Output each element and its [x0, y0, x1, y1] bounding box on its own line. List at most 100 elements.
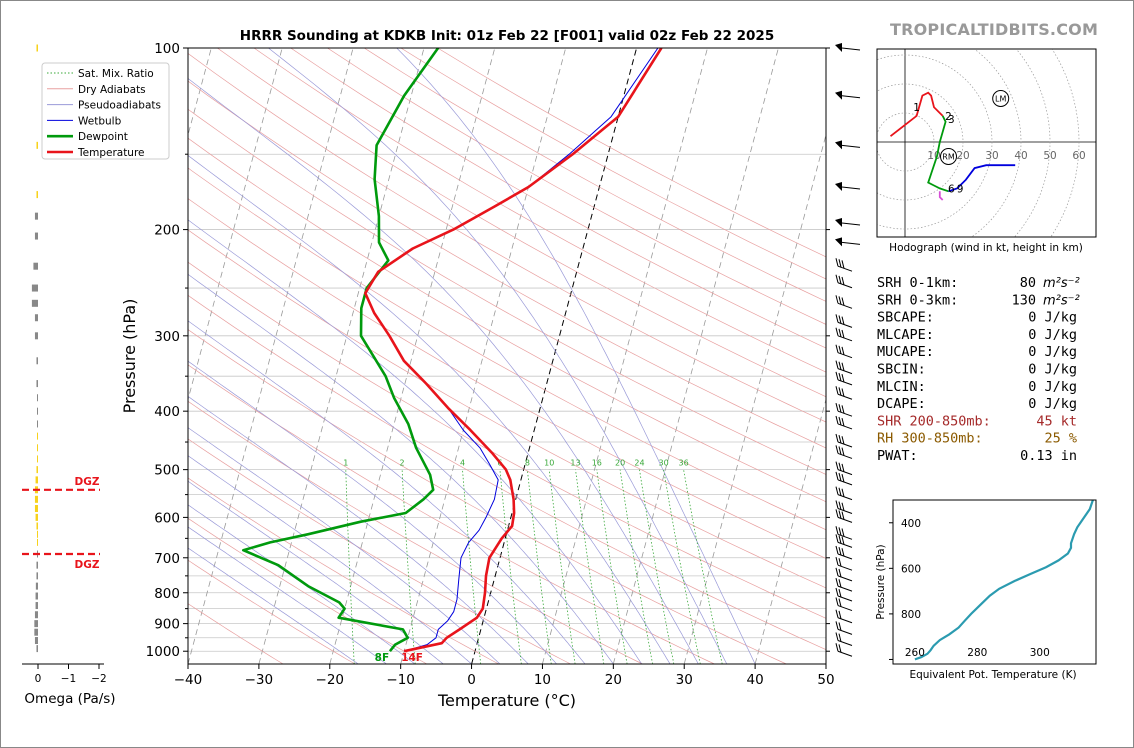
hodograph-height-label: 2 [945, 111, 952, 123]
hodograph-trace: 1 23 6 9 LM RM [889, 90, 1016, 201]
isotherm-line [188, 48, 354, 664]
x-tick-label: 0 [467, 672, 476, 688]
barb-feather [835, 597, 839, 606]
barb-feather [838, 446, 842, 455]
legend-entry: Wetbulb [78, 115, 122, 127]
hodograph-ring [1014, 49, 1051, 237]
theta-e-y-label: Pressure (hPa) [875, 544, 887, 619]
omega-axis: 0 −1 −2 DGZ DGZ [22, 476, 107, 685]
hodograph-ring-label: 20 [956, 150, 969, 162]
y-tick-label: 500 [154, 463, 180, 479]
omega-bar [34, 212, 38, 220]
wind-barb [835, 534, 853, 548]
barb-staff [841, 186, 861, 190]
barb-feather [841, 373, 845, 383]
wind-barb [835, 587, 853, 602]
hodograph-ring [877, 112, 935, 172]
dry-adiabat-line [188, 364, 715, 664]
barb-feather [838, 579, 842, 588]
theta-e-y-tick-label: 600 [901, 563, 921, 575]
barb-feather [838, 296, 842, 305]
barb-feather [838, 435, 842, 444]
barb-feather [835, 578, 839, 587]
barb-feather [835, 567, 839, 576]
index-label: SRH 0-3km: [877, 292, 958, 308]
legend-box [41, 62, 170, 160]
barb-feather [838, 501, 842, 510]
omega-bar [31, 299, 38, 307]
hodograph-ring-label: 40 [1014, 150, 1027, 162]
omega-panel: 0 −1 −2 DGZ DGZ Omega (Pa/s) [22, 44, 116, 707]
barb-staff [837, 302, 853, 309]
pseudoadiabat-line [188, 360, 557, 664]
hodograph-height-label: 9 [957, 183, 964, 195]
barb-staff [837, 452, 853, 459]
barb-staff [837, 541, 853, 548]
index-value: 0 J/kg [1028, 362, 1077, 378]
barb-feather [835, 258, 839, 267]
dry-adiabat-line [217, 48, 826, 398]
wind-barb [835, 217, 861, 227]
pseudoadiabat-line [396, 48, 756, 664]
barb-staff [837, 628, 853, 635]
omega-tick-label: −2 [91, 673, 106, 685]
mixing-ratio-line [527, 469, 552, 664]
dry-adiabat-line [188, 261, 826, 619]
barb-staff [837, 335, 853, 342]
barb-feather [835, 526, 839, 535]
barb-feather [841, 447, 845, 456]
dry-adiabat-line [290, 48, 826, 349]
barb-feather [835, 445, 839, 454]
barb-pennant [835, 43, 842, 52]
barb-feather [838, 588, 842, 598]
barb-staff [837, 393, 853, 400]
barb-staff [837, 479, 853, 486]
x-tick-label: −20 [316, 672, 345, 688]
barb-feather [841, 511, 845, 520]
omega-bar [35, 476, 38, 484]
omega-bar [37, 407, 38, 415]
wind-barb [835, 433, 853, 448]
wind-barb [835, 643, 853, 657]
barb-feather [835, 403, 839, 412]
y-tick-label: 200 [154, 223, 180, 239]
barb-staff [837, 553, 853, 560]
mixing-ratio-line [499, 469, 522, 664]
storm-motion-marker [992, 90, 1010, 107]
hodograph-segment [948, 164, 1016, 193]
barb-staff [837, 368, 853, 375]
theta-e-x-label: Equivalent Pot. Temperature (K) [909, 669, 1076, 681]
barb-feather [835, 643, 839, 652]
barb-staff [837, 605, 853, 612]
omega-bar [37, 455, 38, 463]
isotherm-line [471, 48, 638, 664]
mixing-ratio-label: 2 [400, 459, 405, 468]
x-tick-label: 20 [605, 672, 622, 688]
wind-barb [835, 140, 861, 150]
barb-feather [835, 534, 839, 543]
skewt-panel: HRRR Sounding at KDKB Init: 01z Feb 22 [… [41, 28, 861, 710]
barb-staff [841, 47, 861, 51]
omega-bar [36, 380, 38, 388]
wind-barb [835, 557, 853, 571]
omega-bar [35, 513, 38, 521]
barb-staff [837, 595, 853, 602]
barb-feather [835, 621, 839, 630]
hodograph-ring [1050, 49, 1080, 237]
pseudoadiabat-line [188, 273, 614, 664]
barb-staff [837, 575, 853, 582]
dry-adiabat-line [188, 603, 284, 664]
omega-bar [34, 232, 38, 240]
wetbulb-profile-line [364, 48, 659, 652]
omega-bar [34, 637, 38, 645]
barb-staff [837, 469, 853, 476]
barb-feather [838, 558, 842, 567]
omega-bar [31, 284, 38, 292]
legend-entry: Temperature [77, 147, 145, 159]
dry-adiabat-line [188, 108, 826, 475]
barb-feather [841, 536, 845, 545]
skewt-ticks: 8F 14F −40 −30 −20 −10 0 10 20 30 40 50 100 200 300 400… [146, 41, 835, 688]
barb-feather [835, 545, 839, 555]
mixing-ratio-label: 13 [570, 459, 580, 468]
pseudoadiabat-line [188, 480, 444, 664]
